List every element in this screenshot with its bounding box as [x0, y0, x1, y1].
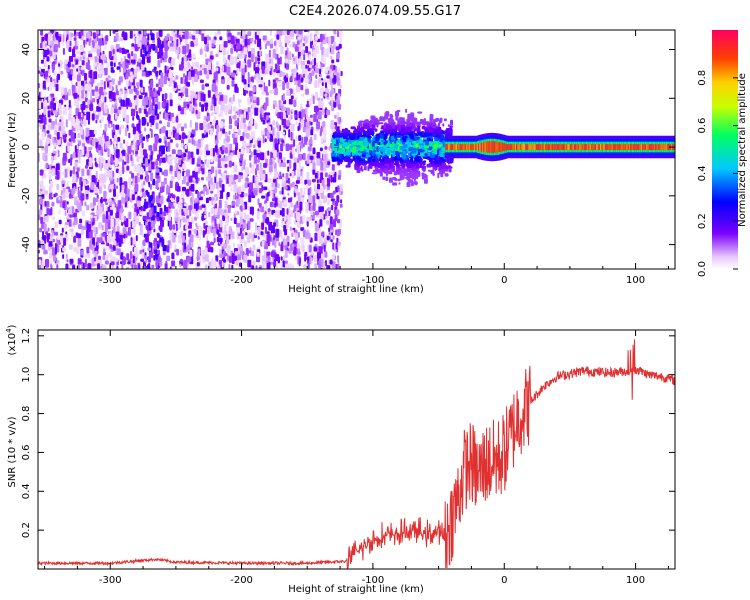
- y-tick-label: 20: [21, 92, 32, 105]
- x-tick-label: 0: [501, 575, 507, 586]
- x-tick-label: -300: [99, 275, 122, 286]
- y-tick-label: 40: [21, 43, 32, 56]
- x-tick-label: 0: [501, 275, 507, 286]
- spectrogram-x-ticks: -300 -200 -100 0 100: [44, 30, 669, 286]
- snr-series-line: [38, 339, 675, 569]
- colorbar-tick-label: 0.6: [697, 118, 708, 134]
- x-tick-label: 100: [626, 275, 645, 286]
- y-tick-label: -40: [21, 236, 32, 252]
- snr-frame: [37, 329, 676, 570]
- colorbar-gradient: [712, 30, 738, 269]
- snr-y-ticks: 0.2 0.4 0.6 0.8 1.0 1.2: [21, 328, 675, 538]
- colorbar-tick-label: 0.8: [697, 70, 708, 86]
- y-tick-label: 1.0: [21, 367, 32, 383]
- colorbar: 0.0 0.2 0.4 0.6 0.8 Normalized spectral ampl…: [697, 30, 748, 277]
- colorbar-tick-label: 0.0: [697, 261, 708, 277]
- chart-title: C2E4.2026.074.09.55.G17: [289, 4, 461, 19]
- colorbar-ticks: 0.0 0.2 0.4 0.6 0.8: [697, 70, 738, 277]
- y-tick-label: 0.8: [21, 406, 32, 422]
- x-tick-label: -200: [230, 575, 253, 586]
- y-tick-label: 0.4: [21, 483, 32, 499]
- x-tick-label: -100: [362, 275, 385, 286]
- snr-background: [38, 330, 675, 569]
- y-tick-label: -20: [21, 188, 32, 204]
- colorbar-tick-label: 0.2: [697, 213, 708, 229]
- spectrogram-frame: [37, 29, 676, 270]
- x-tick-label: 100: [626, 575, 645, 586]
- spectrogram-y-ticks: -40 -20 0 20 40: [21, 43, 675, 253]
- x-tick-label: -100: [362, 575, 385, 586]
- snr-panel: -300 -200 -100 0 100 0.2 0.4 0.6 0.8 1.0 1.2 Heig…: [5, 324, 676, 595]
- spectrogram-y-label: Frequency (Hz): [7, 112, 18, 188]
- snr-multiplier: (x104): [5, 324, 18, 355]
- colorbar-tick-label: 0.4: [697, 165, 708, 181]
- snr-x-ticks: -300 -200 -100 0 100: [44, 330, 669, 586]
- y-tick-label: 1.2: [21, 328, 32, 344]
- y-tick-label: 0.2: [21, 522, 32, 538]
- y-tick-label: 0: [21, 144, 32, 150]
- x-tick-label: -200: [230, 275, 253, 286]
- snr-x-label: Height of straight line (km): [288, 584, 424, 595]
- spectrogram-x-label: Height of straight line (km): [288, 284, 424, 295]
- colorbar-label: Normalized spectral amplitude: [737, 73, 748, 227]
- x-tick-label: -300: [99, 575, 122, 586]
- spectrogram-heatmap: [38, 30, 675, 269]
- snr-y-label: SNR (10 * v/v): [7, 416, 18, 487]
- y-tick-label: 0.6: [21, 444, 32, 460]
